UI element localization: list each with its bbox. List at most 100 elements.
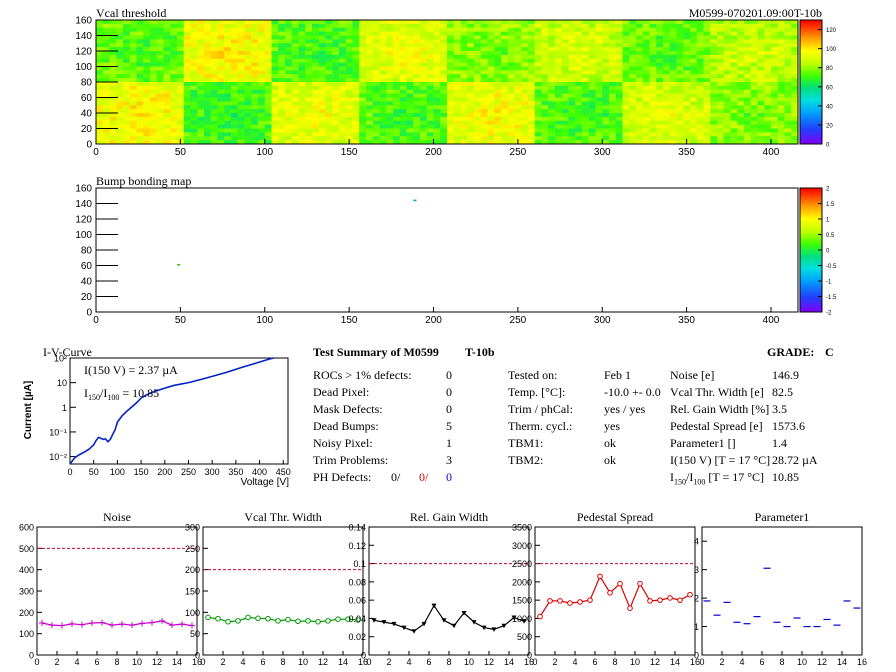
roc-x-tick-label: 12 (152, 657, 162, 667)
heatmap-cell (676, 51, 684, 56)
heatmap-cell (757, 101, 765, 106)
heatmap-cell (784, 66, 792, 71)
heatmap-cell (339, 93, 347, 98)
heatmap-cell (723, 78, 731, 83)
heatmap-cell (602, 78, 610, 83)
heatmap-cell (764, 23, 772, 29)
heatmap-cell (366, 85, 374, 91)
heatmap-cell (460, 89, 468, 95)
heatmap-cell (474, 43, 482, 48)
y-tick-label: 100 (75, 62, 92, 73)
heatmap-cell (690, 97, 698, 102)
heatmap-cell (136, 39, 144, 44)
heatmap-cell (676, 62, 684, 67)
heatmap-cell (190, 66, 198, 71)
heatmap-cell (588, 27, 596, 33)
iv-x-tick-label: 150 (134, 467, 149, 477)
heatmap-cell (568, 27, 576, 33)
heatmap-cell (318, 51, 326, 56)
heatmap-cell (494, 97, 502, 102)
heatmap-cell (683, 93, 691, 98)
heatmap-cell (352, 43, 360, 48)
heatmap-cell (656, 66, 664, 71)
heatmap-cell (534, 74, 542, 79)
heatmap-cell (210, 39, 218, 44)
heatmap-cell (676, 39, 684, 44)
roc-x-tick-label: 0 (34, 657, 39, 667)
heatmap-cell (642, 39, 650, 44)
heatmap-cell (528, 105, 536, 110)
heatmap-cell (123, 101, 131, 106)
heatmap-cell (143, 128, 151, 133)
heatmap-cell (656, 27, 664, 33)
heatmap-cell (278, 23, 286, 29)
heatmap-cell (305, 78, 313, 83)
heatmap-cell (433, 35, 441, 40)
heatmap-cell (683, 105, 691, 110)
heatmap-cell (494, 27, 502, 33)
heatmap-cell (723, 101, 731, 106)
heatmap-cell (609, 78, 617, 83)
heatmap-cell (663, 20, 671, 25)
heatmap-cell (595, 109, 603, 114)
heatmap-cell (318, 70, 326, 75)
heatmap-cell (474, 120, 482, 126)
heatmap-cell (480, 58, 488, 64)
heatmap-cell (521, 35, 529, 40)
heatmap-cell (683, 23, 691, 29)
heatmap-cell (453, 27, 461, 33)
heatmap-cell (244, 47, 252, 52)
heatmap-cell (386, 35, 394, 40)
heatmap-cell (258, 43, 266, 48)
roc-x-tick-label: 8 (114, 657, 119, 667)
heatmap-cell (413, 43, 421, 48)
heatmap-cell (642, 47, 650, 52)
heatmap-cell (170, 20, 178, 25)
heatmap-cell (460, 97, 468, 102)
heatmap-cell (285, 82, 293, 87)
heatmap-cell (757, 74, 765, 79)
heatmap-cell (669, 43, 677, 48)
heatmap-cell (305, 136, 313, 141)
heatmap-cell (163, 93, 171, 98)
heatmap-cell (710, 136, 718, 141)
heatmap-cell (379, 128, 387, 133)
heatmap-cell (703, 47, 711, 52)
heatmap-cell (487, 62, 495, 67)
heatmap-cell (777, 97, 785, 102)
heatmap-cell (332, 105, 340, 110)
heatmap-cell (474, 97, 482, 102)
heatmap-cell (386, 128, 394, 133)
heatmap-cell (737, 113, 745, 118)
heatmap-cell (251, 132, 259, 137)
heatmap-cell (656, 20, 664, 25)
heatmap-cell (433, 70, 441, 75)
heatmap-cell (177, 93, 185, 98)
heatmap-cell (703, 82, 711, 87)
heatmap-cell (177, 31, 185, 36)
heatmap-cell (190, 31, 198, 36)
heatmap-cell (744, 101, 752, 106)
heatmap-cell (204, 136, 212, 141)
heatmap-cell (143, 20, 151, 25)
heatmap-cell (656, 35, 664, 40)
heatmap-cell (231, 54, 239, 60)
heatmap-cell (116, 51, 124, 56)
heatmap-cell (474, 47, 482, 52)
heatmap-cell (521, 27, 529, 33)
heatmap-cell (642, 93, 650, 98)
heatmap-cell (224, 39, 232, 44)
heatmap-cell (501, 89, 509, 95)
heatmap-cell (575, 116, 583, 122)
heatmap-cell (150, 35, 158, 40)
heatmap-cell (386, 47, 394, 52)
heatmap-cell (305, 124, 313, 129)
heatmap-cell (642, 105, 650, 110)
heatmap-cell (298, 23, 306, 29)
roc-x-tick-label: 0 (699, 657, 704, 667)
palette-tick-label: 1 (826, 218, 830, 224)
data-point (637, 580, 643, 587)
heatmap-cell (561, 116, 569, 122)
heatmap-cell (298, 120, 306, 126)
heatmap-cell (399, 124, 407, 129)
